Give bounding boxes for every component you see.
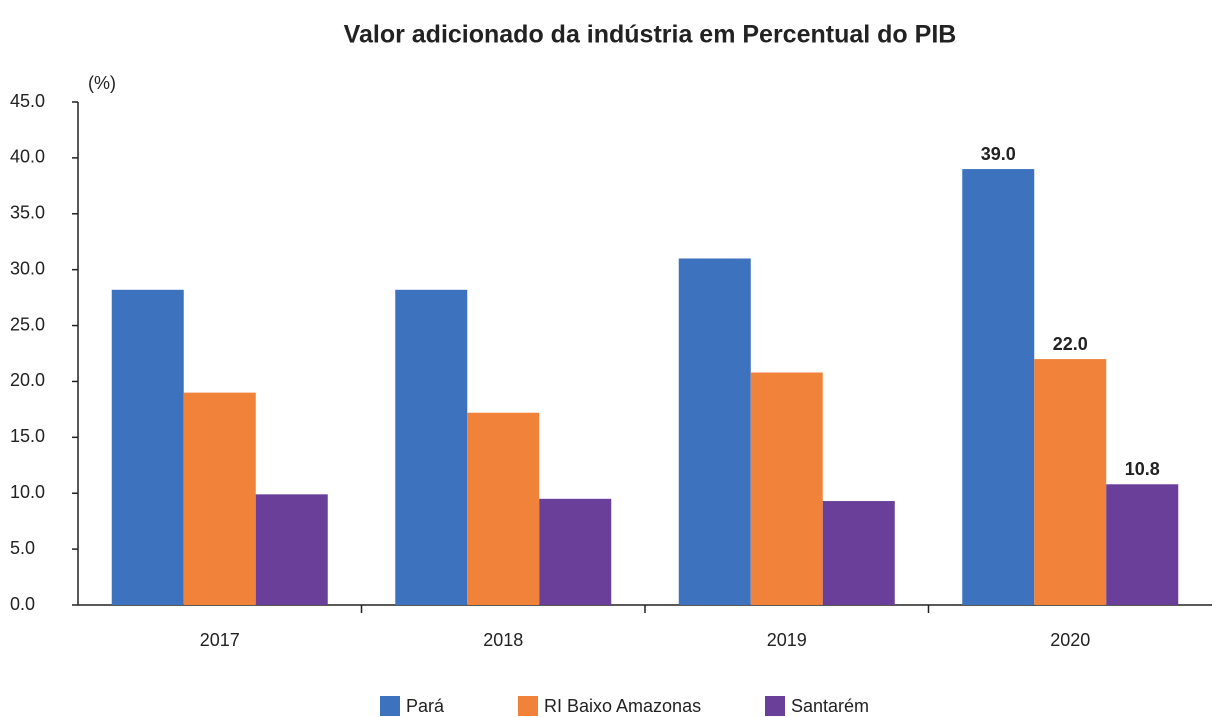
bar — [539, 498, 612, 605]
value-label: 39.0 — [981, 144, 1016, 164]
legend-label: Santarém — [791, 696, 869, 716]
x-tick-label: 2017 — [200, 630, 240, 650]
bar — [962, 169, 1035, 606]
value-label: 10.8 — [1125, 459, 1160, 479]
bar — [678, 258, 751, 605]
legend-label: RI Baixo Amazonas — [544, 696, 701, 716]
y-tick-label: 20.0 — [10, 370, 45, 390]
legend-swatch — [765, 696, 785, 716]
bar — [822, 501, 895, 605]
legend-swatch — [518, 696, 538, 716]
x-tick-label: 2020 — [1050, 630, 1090, 650]
bar — [111, 289, 184, 605]
y-axis-label: (%) — [88, 73, 116, 93]
bar — [750, 372, 823, 605]
y-tick-label: 45.0 — [10, 91, 45, 111]
legend-swatch — [380, 696, 400, 716]
y-tick-label: 10.0 — [10, 482, 45, 502]
x-tick-label: 2019 — [767, 630, 807, 650]
bar — [255, 494, 328, 605]
bar — [467, 412, 540, 605]
chart-title: Valor adicionado da indústria em Percent… — [344, 21, 957, 49]
value-label: 22.0 — [1053, 334, 1088, 354]
y-tick-label: 30.0 — [10, 258, 45, 278]
bar — [395, 289, 468, 605]
y-tick-label: 25.0 — [10, 314, 45, 334]
bar — [1106, 484, 1179, 605]
legend-label: Pará — [406, 696, 445, 716]
bar — [183, 392, 256, 605]
y-tick-label: 15.0 — [10, 426, 45, 446]
y-tick-label: 5.0 — [10, 538, 35, 558]
y-tick-label: 0.0 — [10, 594, 35, 614]
x-tick-label: 2018 — [483, 630, 523, 650]
y-tick-label: 40.0 — [10, 147, 45, 167]
y-tick-label: 35.0 — [10, 203, 45, 223]
bar — [1034, 359, 1107, 605]
